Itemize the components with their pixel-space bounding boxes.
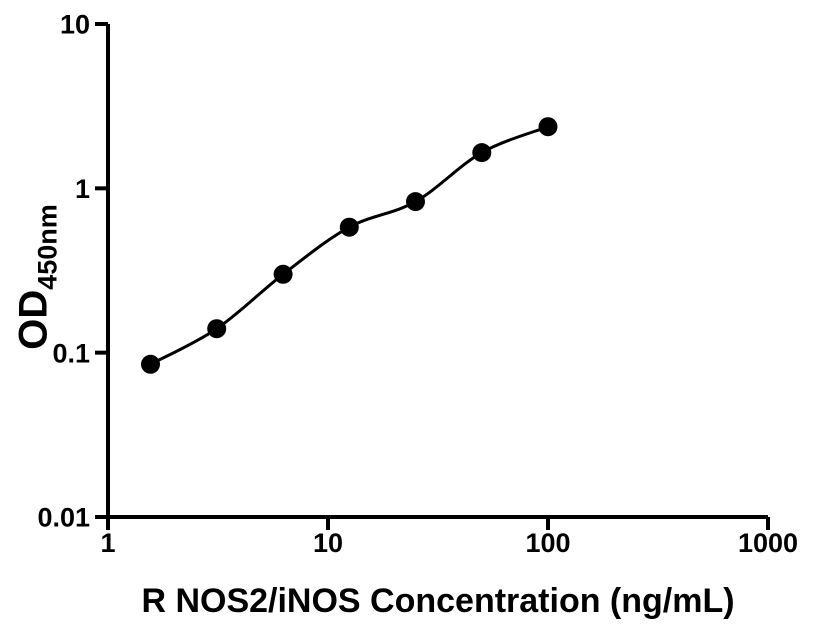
y-tick-label-10: 10 xyxy=(60,10,90,40)
x-tick-label-10: 10 xyxy=(313,528,343,558)
y-tick-label-1: 1 xyxy=(75,174,90,204)
x-tick-label-1: 1 xyxy=(100,528,115,558)
x-tick-label-100: 100 xyxy=(525,528,570,558)
data-point-2 xyxy=(207,319,227,339)
data-point-1 xyxy=(141,354,160,374)
data-point-4 xyxy=(339,217,359,237)
axes-spines xyxy=(106,24,768,519)
data-point-6 xyxy=(472,143,492,163)
y-tick-label-0.01: 0.01 xyxy=(37,503,90,533)
y-axis-label: OD 450nm xyxy=(11,204,63,350)
x-axis-label: R NOS2/iNOS Concentration (ng/mL) xyxy=(141,582,735,620)
x-tick-label-1000: 1000 xyxy=(738,528,798,558)
data-point-7 xyxy=(538,117,558,137)
data-point-5 xyxy=(406,192,425,212)
y-axis-label-subscript: 450nm xyxy=(32,204,63,290)
y-axis-label-main: OD xyxy=(11,289,56,350)
y-tick-label-0.1: 0.1 xyxy=(52,338,90,368)
data-point-3 xyxy=(273,264,293,284)
